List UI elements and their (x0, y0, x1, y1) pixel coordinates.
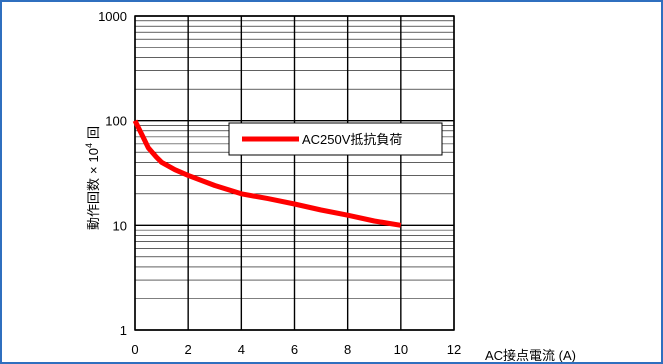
y-tick-labels: 1 10 100 1000 (98, 9, 127, 338)
y-axis-title-main: 動作回数 (86, 178, 101, 230)
x-tick-label: 0 (131, 342, 138, 357)
y-axis-title-exponent: 4 (84, 143, 94, 148)
series-layer (132, 119, 402, 228)
series-line (132, 119, 402, 228)
x-axis-title: AC接点電流 (A) (485, 348, 576, 362)
y-tick-label: 100 (105, 114, 127, 129)
y-tick-label: 1000 (98, 9, 127, 24)
x-tick-label: 4 (238, 342, 245, 357)
x-tick-label: 2 (185, 342, 192, 357)
x-tick-labels: 0 2 4 6 8 10 12 (131, 342, 461, 357)
y-axis-title-unit: 回 (86, 126, 101, 139)
x-tick-label: 8 (344, 342, 351, 357)
y-tick-label: 10 (113, 218, 127, 233)
x-tick-label: 12 (447, 342, 461, 357)
y-tick-label: 1 (120, 323, 127, 338)
legend: AC250V抵抗負荷 (228, 122, 443, 156)
x-tick-label: 10 (394, 342, 408, 357)
y-axis-title: 動作回数 × 104 回 (84, 126, 101, 230)
y-axis-title-base: 10 (86, 148, 101, 162)
legend-label: AC250V抵抗負荷 (302, 132, 402, 147)
y-axis-title-times: × (86, 166, 101, 174)
x-tick-label: 6 (291, 342, 298, 357)
plot-area (134, 15, 455, 331)
